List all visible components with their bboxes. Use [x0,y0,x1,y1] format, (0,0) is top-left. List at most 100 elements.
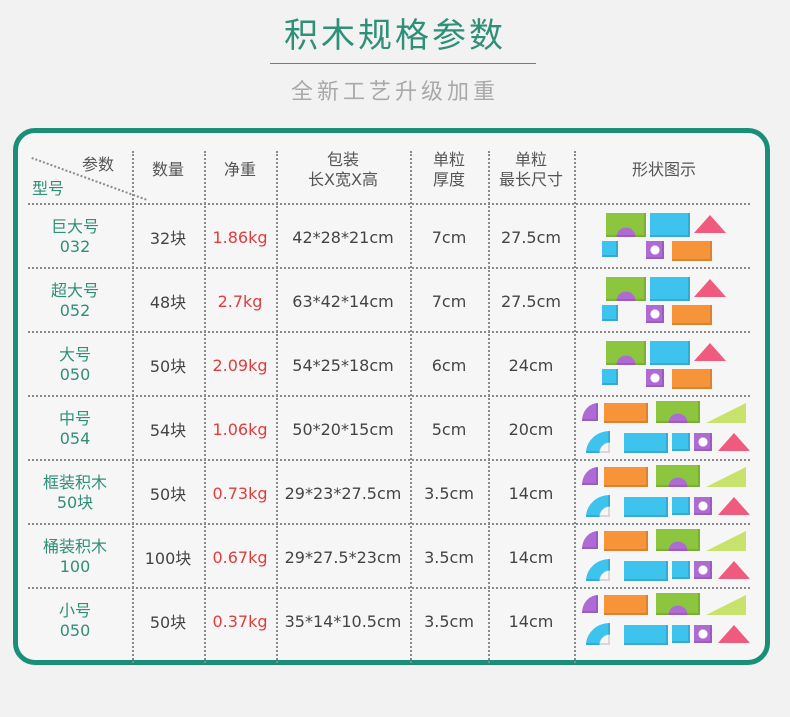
quarter-circle-block-icon [582,595,598,613]
row-divider [28,267,750,269]
model-code: 052 [59,301,91,320]
maxlen-cell: 14cm [508,547,554,567]
weight-cell: 0.67kg [212,547,268,567]
block-set-icon [576,269,752,333]
model-cell: 中号 054 [18,397,132,461]
triangle-block-icon [718,625,750,643]
model-cell: 超大号 052 [18,269,132,333]
hole-block-icon [694,625,712,643]
column-divider [276,151,278,663]
model-code: 50块 [56,493,94,512]
maxlen-cell: 20cm [508,419,554,439]
arch-block-icon [656,593,700,615]
corner-header-model: 型号 [32,179,65,198]
table-row: 巨大号 032 32块 1.86kg 42*28*21cm 7cm 27.5cm [18,205,754,269]
maxlen-cell: 14cm [508,611,554,631]
column-divider [132,151,134,663]
maxlen-cell: 27.5cm [500,291,561,311]
model-name: 桶装积木 [42,537,107,556]
header-weight: 净重 [223,160,256,179]
square-block-icon [624,497,668,517]
qty-cell: 50块 [149,485,187,504]
block-set-icon [576,589,752,653]
square-block-icon [672,241,712,261]
square-block-icon [672,561,690,579]
table-row: 框装积木 50块 50块 0.73kg 29*23*27.5cm 3.5cm 14cm [18,461,754,525]
arch-block-icon [606,213,646,237]
hole-block-icon [694,497,712,515]
block-set-icon [576,397,752,461]
model-code: 100 [59,557,91,576]
model-cell: 小号 050 [18,589,132,653]
arch-block-icon [656,401,700,423]
curve-block-icon [586,431,610,453]
qty-cell: 50块 [149,357,187,376]
triangle-block-icon [718,497,750,515]
table-row: 中号 054 54块 1.06kg 50*20*15cm 5cm 20cm [18,397,754,461]
row-divider [28,459,750,461]
square-block-icon [602,305,618,321]
pack-cell: 29*23*27.5cm [284,483,402,503]
arch-block-icon [606,277,646,301]
model-cell: 巨大号 032 [18,205,132,269]
curve-block-icon [586,623,610,645]
arch-block-icon [656,529,700,551]
header-shape: 形状图示 [631,160,696,179]
triangle-block-icon [694,343,726,361]
square-block-icon [672,305,712,325]
weight-cell: 0.73kg [212,483,268,503]
quarter-circle-block-icon [582,531,598,549]
column-divider [410,151,412,663]
weight-cell: 0.37kg [212,611,268,631]
model-code: 050 [59,365,91,384]
table-row: 大号 050 50块 2.09kg 54*25*18cm 6cm 24cm [18,333,754,397]
model-code: 050 [59,621,91,640]
model-name: 中号 [58,409,91,428]
quarter-circle-block-icon [582,403,598,421]
square-block-icon [624,625,668,645]
title-divider [270,63,536,64]
weight-cell: 1.06kg [212,419,268,439]
block-set-icon [576,525,752,589]
model-name: 大号 [58,345,91,364]
row-divider [28,395,750,397]
square-block-icon [672,433,690,451]
model-name: 框装积木 [42,473,107,492]
qty-cell: 32块 [149,229,187,248]
table-row: 小号 050 50块 0.37kg 35*14*10.5cm 3.5cm 14cm [18,589,754,653]
qty-cell: 50块 [149,613,187,632]
table-row: 超大号 052 48块 2.7kg 63*42*14cm 7cm 27.5cm [18,269,754,333]
maxlen-cell: 14cm [508,483,554,503]
hole-block-icon [694,433,712,451]
qty-cell: 100块 [144,549,192,568]
block-set-icon [576,333,752,397]
corner-header-param: 参数 [82,155,115,174]
hole-block-icon [646,241,664,259]
arch-block-icon [656,465,700,487]
square-block-icon [624,561,668,581]
model-name: 小号 [58,601,91,620]
page-title: 积木规格参数 [284,16,506,56]
square-block-icon [672,369,712,389]
pack-cell: 50*20*15cm [292,419,394,439]
square-block-icon [650,341,690,365]
square-block-icon [624,433,668,453]
thick-cell: 6cm [431,355,467,375]
hole-block-icon [694,561,712,579]
pack-cell: 29*27.5*23cm [284,547,402,567]
maxlen-cell: 27.5cm [500,227,561,247]
square-block-icon [604,531,648,551]
thick-cell: 3.5cm [424,611,474,631]
triangle-block-icon [694,279,726,297]
weight-cell: 2.09kg [212,355,268,375]
thick-cell: 3.5cm [424,483,474,503]
triangle-block-icon [718,433,750,451]
row-divider [28,203,750,205]
model-cell: 桶装积木 100 [18,525,132,589]
header-max-length: 单粒 最长尺寸 [498,150,563,189]
pack-cell: 35*14*10.5cm [284,611,402,631]
model-cell: 大号 050 [18,333,132,397]
arch-block-icon [606,341,646,365]
square-block-icon [602,241,618,257]
thick-cell: 7cm [431,227,467,247]
